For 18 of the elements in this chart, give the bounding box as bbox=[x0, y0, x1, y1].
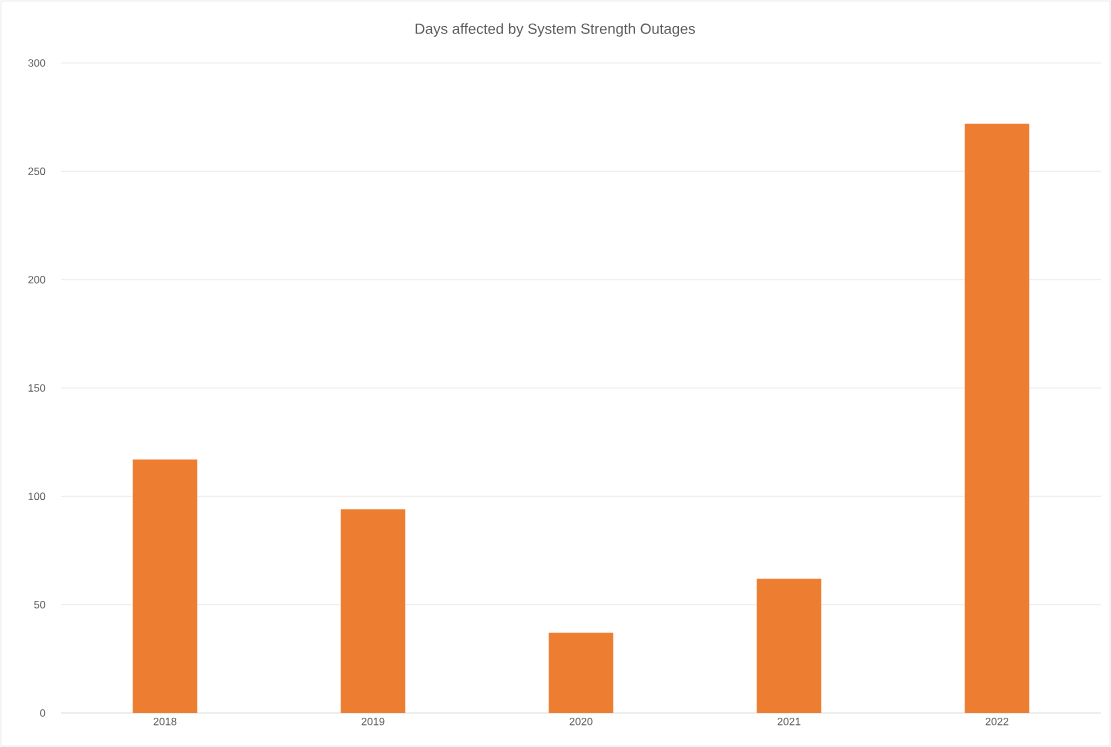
y-tick-label: 150 bbox=[28, 384, 46, 392]
x-tick-label: 2021 bbox=[777, 717, 801, 726]
bar bbox=[964, 123, 1030, 713]
bar bbox=[756, 578, 822, 713]
x-tick-label: 2018 bbox=[153, 717, 177, 726]
bar bbox=[340, 509, 406, 713]
y-tick-label: 0 bbox=[40, 709, 46, 717]
y-tick-label: 300 bbox=[28, 59, 46, 67]
chart-title: Days affected by System Strength Outages bbox=[415, 23, 695, 37]
bar bbox=[132, 459, 198, 713]
y-tick-label: 100 bbox=[28, 492, 46, 501]
bar bbox=[548, 632, 614, 713]
x-tick-label: 2019 bbox=[361, 717, 385, 726]
y-tick-label: 250 bbox=[28, 167, 46, 176]
x-tick-label: 2020 bbox=[569, 717, 593, 726]
y-tick-label: 50 bbox=[34, 600, 46, 609]
x-tick-label: 2022 bbox=[985, 717, 1009, 726]
y-tick-label: 200 bbox=[28, 275, 46, 284]
